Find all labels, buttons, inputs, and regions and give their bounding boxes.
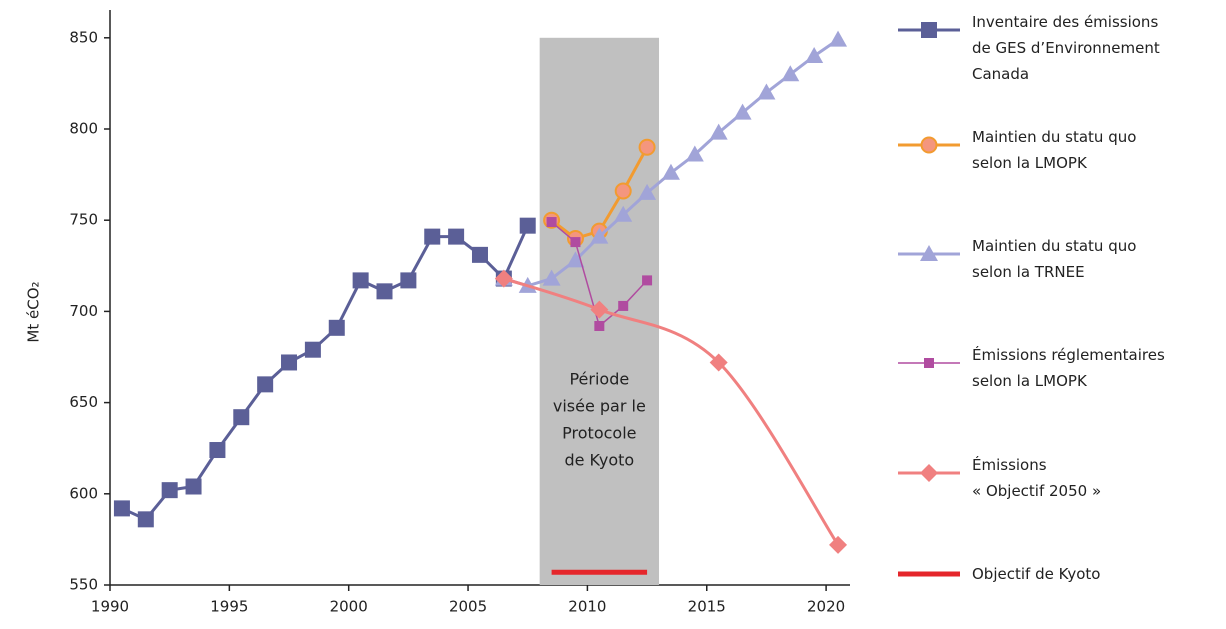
x-tick-label: 1995 xyxy=(210,598,248,616)
legend-item: Émissions « Objectif 2050 » xyxy=(898,455,1101,500)
marker xyxy=(304,341,321,358)
x-tick-label: 2000 xyxy=(330,598,368,616)
marker xyxy=(137,511,154,528)
series-line xyxy=(503,277,840,546)
legend-marker xyxy=(921,22,937,38)
marker xyxy=(709,353,728,372)
x-tick-label: 2010 xyxy=(568,598,606,616)
legend-item: Émissions réglementaires selon la LMOPK xyxy=(898,345,1165,390)
marker xyxy=(400,272,417,289)
legend-item: Maintien du statu quo selon la TRNEE xyxy=(898,237,1136,281)
legend-label-line: Canada xyxy=(972,65,1029,83)
marker xyxy=(209,442,226,459)
marker xyxy=(546,217,557,228)
marker xyxy=(448,228,465,245)
annotation: Protocole xyxy=(562,424,636,443)
marker xyxy=(113,500,130,517)
marker xyxy=(257,376,274,393)
legend-label-line: Maintien du statu quo xyxy=(972,128,1136,146)
legend-label: Objectif de Kyoto xyxy=(972,565,1100,583)
marker xyxy=(281,354,298,371)
legend-label-line: Maintien du statu quo xyxy=(972,237,1136,255)
legend-marker xyxy=(920,464,938,482)
x-tick-label: 2015 xyxy=(688,598,726,616)
legend-marker xyxy=(920,136,938,154)
marker xyxy=(542,269,561,286)
legend-label: Maintien du statu quo selon la TRNEE xyxy=(972,237,1136,281)
marker xyxy=(328,319,345,336)
legend-label-line: selon la TRNEE xyxy=(972,263,1085,281)
marker xyxy=(594,320,605,331)
y-tick-label: 800 xyxy=(69,120,98,138)
marker xyxy=(781,65,800,82)
marker xyxy=(570,237,581,248)
marker xyxy=(829,30,848,47)
legend-item: Objectif de Kyoto xyxy=(898,565,1100,583)
marker xyxy=(352,272,369,289)
marker xyxy=(161,482,178,499)
series-line xyxy=(121,225,530,521)
marker xyxy=(733,103,752,120)
legend-label-line: de GES d’Environnement xyxy=(972,39,1160,57)
marker xyxy=(829,535,848,554)
y-tick-label: 850 xyxy=(69,28,98,46)
y-tick-label: 550 xyxy=(69,576,98,594)
marker xyxy=(709,123,728,140)
y-tick-label: 750 xyxy=(69,211,98,229)
y-axis-label: Mt éCO₂ xyxy=(25,281,43,342)
marker xyxy=(805,47,824,64)
legend-label-line: selon la LMOPK xyxy=(972,154,1088,172)
legend-label: Émissions « Objectif 2050 » xyxy=(972,455,1101,500)
legend-label-line: selon la LMOPK xyxy=(972,372,1088,390)
legend-label-line: « Objectif 2050 » xyxy=(972,482,1101,500)
marker xyxy=(566,251,585,268)
x-tick-label: 1990 xyxy=(91,598,129,616)
y-tick-label: 700 xyxy=(69,302,98,320)
marker xyxy=(471,246,488,263)
legend-label-line: Émissions réglementaires xyxy=(972,345,1165,364)
x-tick-label: 2005 xyxy=(449,598,487,616)
legend-marker xyxy=(920,245,938,261)
x-tick-label: 2020 xyxy=(807,598,845,616)
annotation: Période xyxy=(569,370,629,389)
legend-item: Maintien du statu quo selon la LMOPK xyxy=(898,128,1136,172)
marker xyxy=(642,275,653,286)
y-tick-label: 650 xyxy=(69,393,98,411)
legend-item: Inventaire des émissions de GES d’Environ… xyxy=(898,13,1160,83)
legend-label: Inventaire des émissions de GES d’Environ… xyxy=(972,13,1160,83)
legend-label-line: Émissions xyxy=(972,455,1047,474)
annotation: de Kyoto xyxy=(564,451,634,470)
legend-label: Maintien du statu quo selon la LMOPK xyxy=(972,128,1136,172)
legend-label: Émissions réglementaires selon la LMOPK xyxy=(972,345,1165,390)
marker xyxy=(590,227,609,244)
marker xyxy=(233,409,250,426)
legend-label-line: Objectif de Kyoto xyxy=(972,565,1100,583)
annotation: visée par le xyxy=(553,397,646,416)
marker xyxy=(185,478,202,495)
marker xyxy=(638,138,656,156)
marker xyxy=(590,300,609,319)
marker xyxy=(519,217,536,234)
legend-label-line: Inventaire des émissions xyxy=(972,13,1158,31)
marker xyxy=(685,145,704,162)
marker xyxy=(614,205,633,222)
marker xyxy=(618,300,629,311)
marker xyxy=(614,182,632,200)
marker xyxy=(424,228,441,245)
marker xyxy=(757,83,776,100)
y-tick-label: 600 xyxy=(69,484,98,502)
legend-marker xyxy=(924,358,934,368)
marker xyxy=(661,163,680,180)
marker xyxy=(494,269,513,288)
marker xyxy=(376,283,393,300)
marker xyxy=(638,183,657,200)
